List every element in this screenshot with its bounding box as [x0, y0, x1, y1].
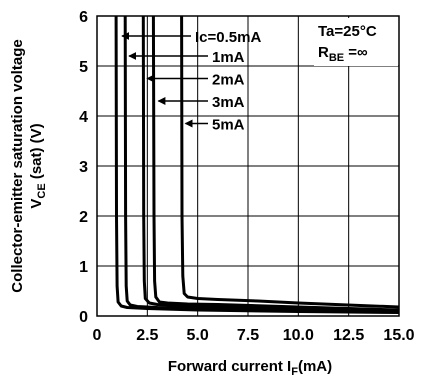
curves — [114, 16, 399, 314]
y-axis-label-line1: Collector-emitter saturation voltage — [9, 39, 26, 292]
series-annotations: Ic=0.5mA 1mA 2mA 3mA 5mA — [121, 29, 261, 134]
series-line — [180, 16, 399, 309]
series-line — [123, 16, 399, 314]
plot-frame — [96, 15, 400, 317]
x-axis-label: Forward current IF(mA) — [168, 358, 332, 376]
x-tick-label: 10.0 — [283, 327, 314, 344]
conditions-box-bg — [314, 18, 398, 66]
x-tick-label: 2.5 — [136, 327, 158, 344]
rbe-condition: RBE =∞ — [318, 44, 368, 64]
x-tick-labels: 0 2.5 5.0 7.5 10.0 12.5 15.0 — [93, 327, 415, 344]
series-label: 1mA — [212, 49, 245, 66]
series-label: 2mA — [212, 72, 245, 89]
y-axis-label-line2: VCE (sat) (V) — [28, 123, 48, 208]
x-tick-label: 7.5 — [237, 327, 259, 344]
y-tick-label: 1 — [79, 259, 88, 276]
y-tick-label: 0 — [79, 309, 88, 326]
series-line — [151, 16, 399, 312]
series-label: 3mA — [212, 94, 245, 111]
x-tick-label: 12.5 — [333, 327, 364, 344]
x-tick-label: 0 — [93, 327, 102, 344]
ta-condition: Ta=25°C — [318, 23, 377, 40]
series-line — [141, 16, 399, 313]
y-tick-label: 2 — [79, 209, 88, 226]
y-tick-labels: 0 1 2 3 4 5 6 — [79, 9, 88, 326]
y-tick-label: 5 — [79, 59, 88, 76]
y-tick-label: 3 — [79, 159, 88, 176]
y-tick-label: 4 — [79, 109, 88, 126]
y-axis-label: Collector-emitter saturation voltage VCE… — [9, 39, 48, 292]
series-label: Ic=0.5mA — [195, 29, 261, 46]
series-label: 5mA — [212, 117, 245, 134]
x-tick-label: 5.0 — [187, 327, 209, 344]
x-tick-label: 15.0 — [383, 327, 414, 344]
y-tick-label: 6 — [79, 9, 88, 26]
